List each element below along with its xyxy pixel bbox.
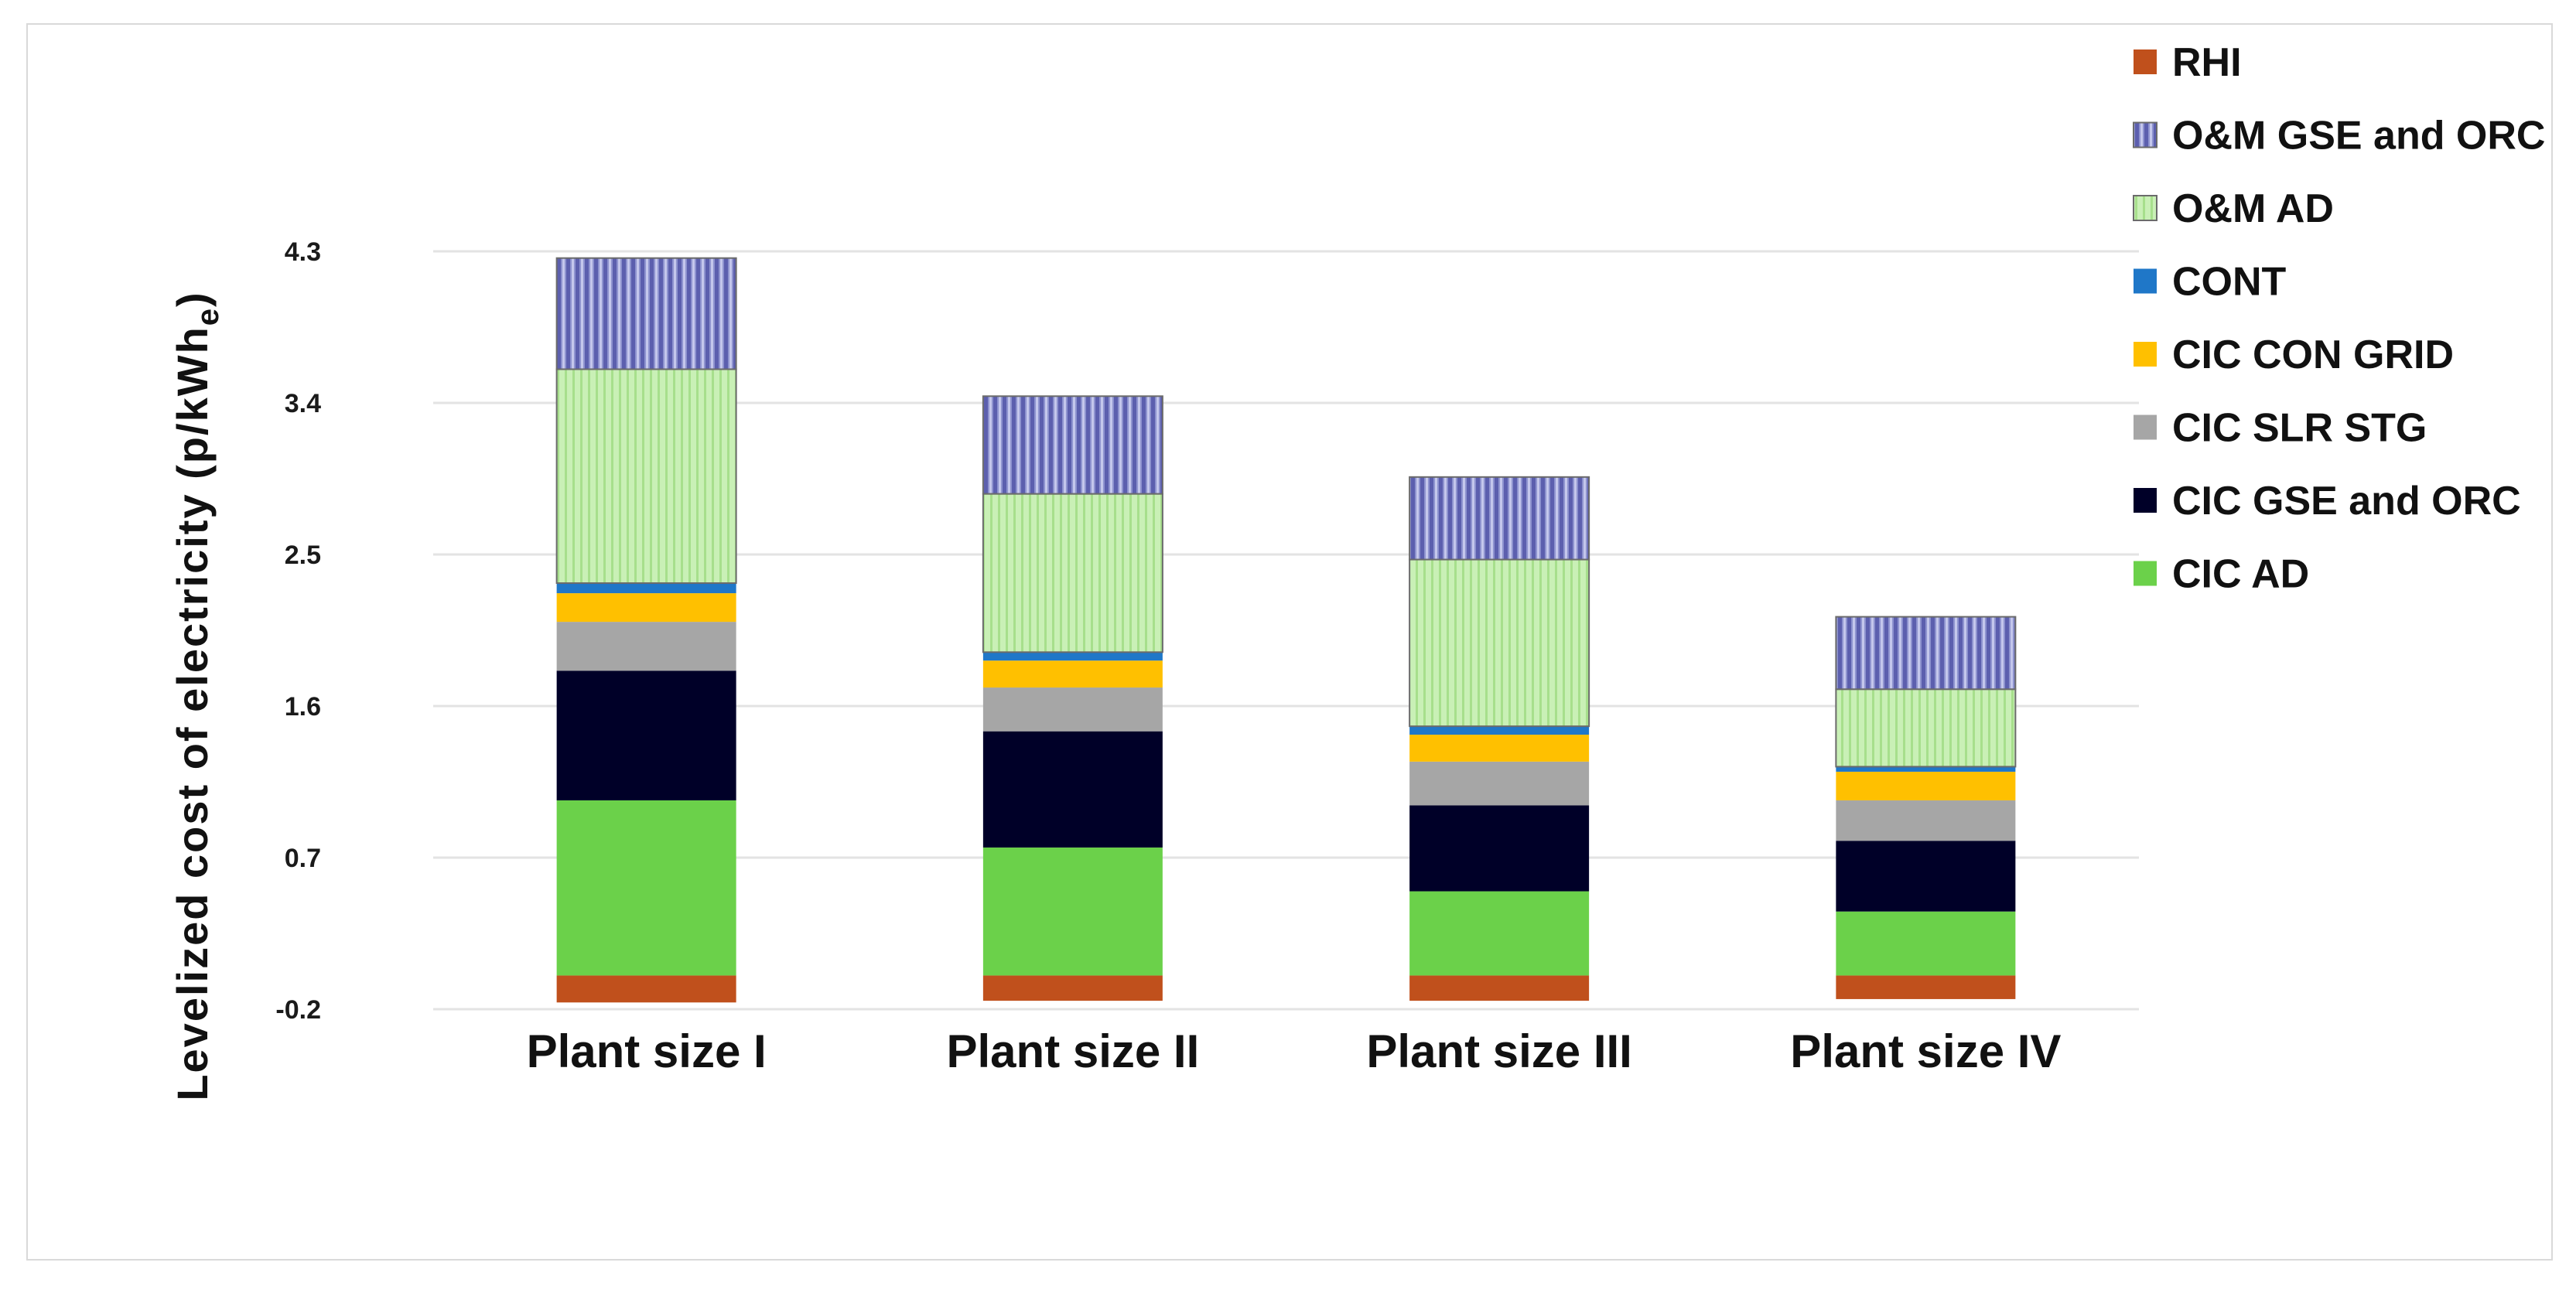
x-axis-categories: Plant size I Plant size II Plant size III P…: [527, 1025, 2062, 1077]
legend-swatch: [2134, 342, 2157, 367]
bar-segment-cont: [556, 583, 736, 594]
bar-segment-cic-gse-and-orc: [1836, 841, 2016, 912]
x-category-label: Plant size II: [946, 1025, 1199, 1077]
y-tick-label: 3.4: [285, 389, 321, 418]
bar-segment-o-m-gse-and-orc: [555, 257, 737, 370]
bar-segment-cic-con-grid: [556, 593, 736, 623]
legend-swatch: [2133, 121, 2157, 148]
bar-segment-cic-gse-and-orc: [556, 670, 736, 800]
y-tick-label: 1.6: [285, 692, 321, 722]
bar-segment-o-m-ad: [1409, 558, 1590, 728]
y-tick-label: 0.7: [285, 844, 321, 873]
x-category-label: Plant size I: [527, 1025, 767, 1077]
bar-segment-cont: [982, 652, 1163, 661]
bar-segment-cic-slr-stg: [556, 622, 736, 671]
legend-label: RHI: [2172, 40, 2242, 85]
bar-segment-rhi: [556, 975, 736, 1003]
bar-segment-cic-con-grid: [1836, 771, 2016, 800]
bar-segment-o-m-ad: [982, 493, 1163, 653]
bar-segment-cont: [1836, 766, 2016, 772]
bar-segment-o-m-ad: [555, 368, 737, 585]
bar-segment-cic-ad: [1409, 891, 1590, 976]
bar-segment-cic-slr-stg: [1409, 761, 1590, 806]
bar-segment-cic-slr-stg: [1836, 800, 2016, 841]
bar-segment-o-m-gse-and-orc: [1835, 616, 2017, 691]
y-tick-label: 2.5: [285, 541, 321, 570]
bar-segment-cic-gse-and-orc: [1409, 805, 1590, 892]
legend-label: CIC GSE and ORC: [2172, 479, 2521, 524]
bar-segment-cic-con-grid: [1409, 735, 1590, 762]
bar-segment-cont: [1409, 726, 1590, 735]
y-axis-ticks: -0.2 0.7 1.6 2.5 3.4 4.3: [275, 237, 321, 1025]
legend-label: CIC AD: [2172, 552, 2309, 597]
legend-label: O&M AD: [2172, 186, 2334, 231]
legend-swatch: [2134, 49, 2157, 74]
x-category-label: Plant size IV: [1790, 1025, 2061, 1077]
bar-segment-cic-ad: [1836, 911, 2016, 976]
y-tick-label: 4.3: [285, 237, 321, 267]
bar-segment-o-m-ad: [1835, 688, 2017, 768]
chart-frame: [26, 23, 2553, 1261]
legend-swatch: [2134, 415, 2157, 440]
legend-swatch: [2134, 561, 2157, 586]
legend-label: CIC SLR STG: [2172, 406, 2427, 451]
bar-segment-o-m-gse-and-orc: [982, 395, 1163, 495]
y-axis-label: Levelized cost of electricity (p/kWhe): [168, 291, 225, 1100]
y-tick-label: -0.2: [275, 995, 321, 1025]
bar-segment-rhi: [982, 975, 1163, 1001]
bar-segment-cic-slr-stg: [982, 687, 1163, 732]
y-axis-label-close: ): [168, 291, 217, 307]
legend-label: CIC CON GRID: [2172, 333, 2454, 377]
bar-segment-o-m-gse-and-orc: [1409, 476, 1590, 561]
bar-segment-cic-ad: [982, 847, 1163, 976]
legend-swatch: [2134, 268, 2157, 294]
legend-label: O&M GSE and ORC: [2172, 114, 2545, 159]
legend: RHI O&M GSE and ORC O&M AD CONT CIC CON GRID…: [2133, 40, 2545, 597]
y-axis-label-main: Levelized cost of electricity (p/kWh: [168, 326, 217, 1100]
y-axis-label-subscript: e: [191, 307, 225, 326]
x-category-label: Plant size III: [1366, 1025, 1631, 1077]
bars: [555, 257, 2017, 1003]
legend-swatch: [2133, 195, 2157, 221]
bar-segment-rhi: [1836, 975, 2016, 999]
bar-segment-cic-con-grid: [982, 660, 1163, 688]
bar-segment-cic-ad: [556, 800, 736, 976]
bar-segment-cic-gse-and-orc: [982, 731, 1163, 848]
bar-segment-rhi: [1409, 975, 1590, 1001]
legend-label: CONT: [2172, 260, 2287, 305]
legend-swatch: [2134, 488, 2157, 513]
